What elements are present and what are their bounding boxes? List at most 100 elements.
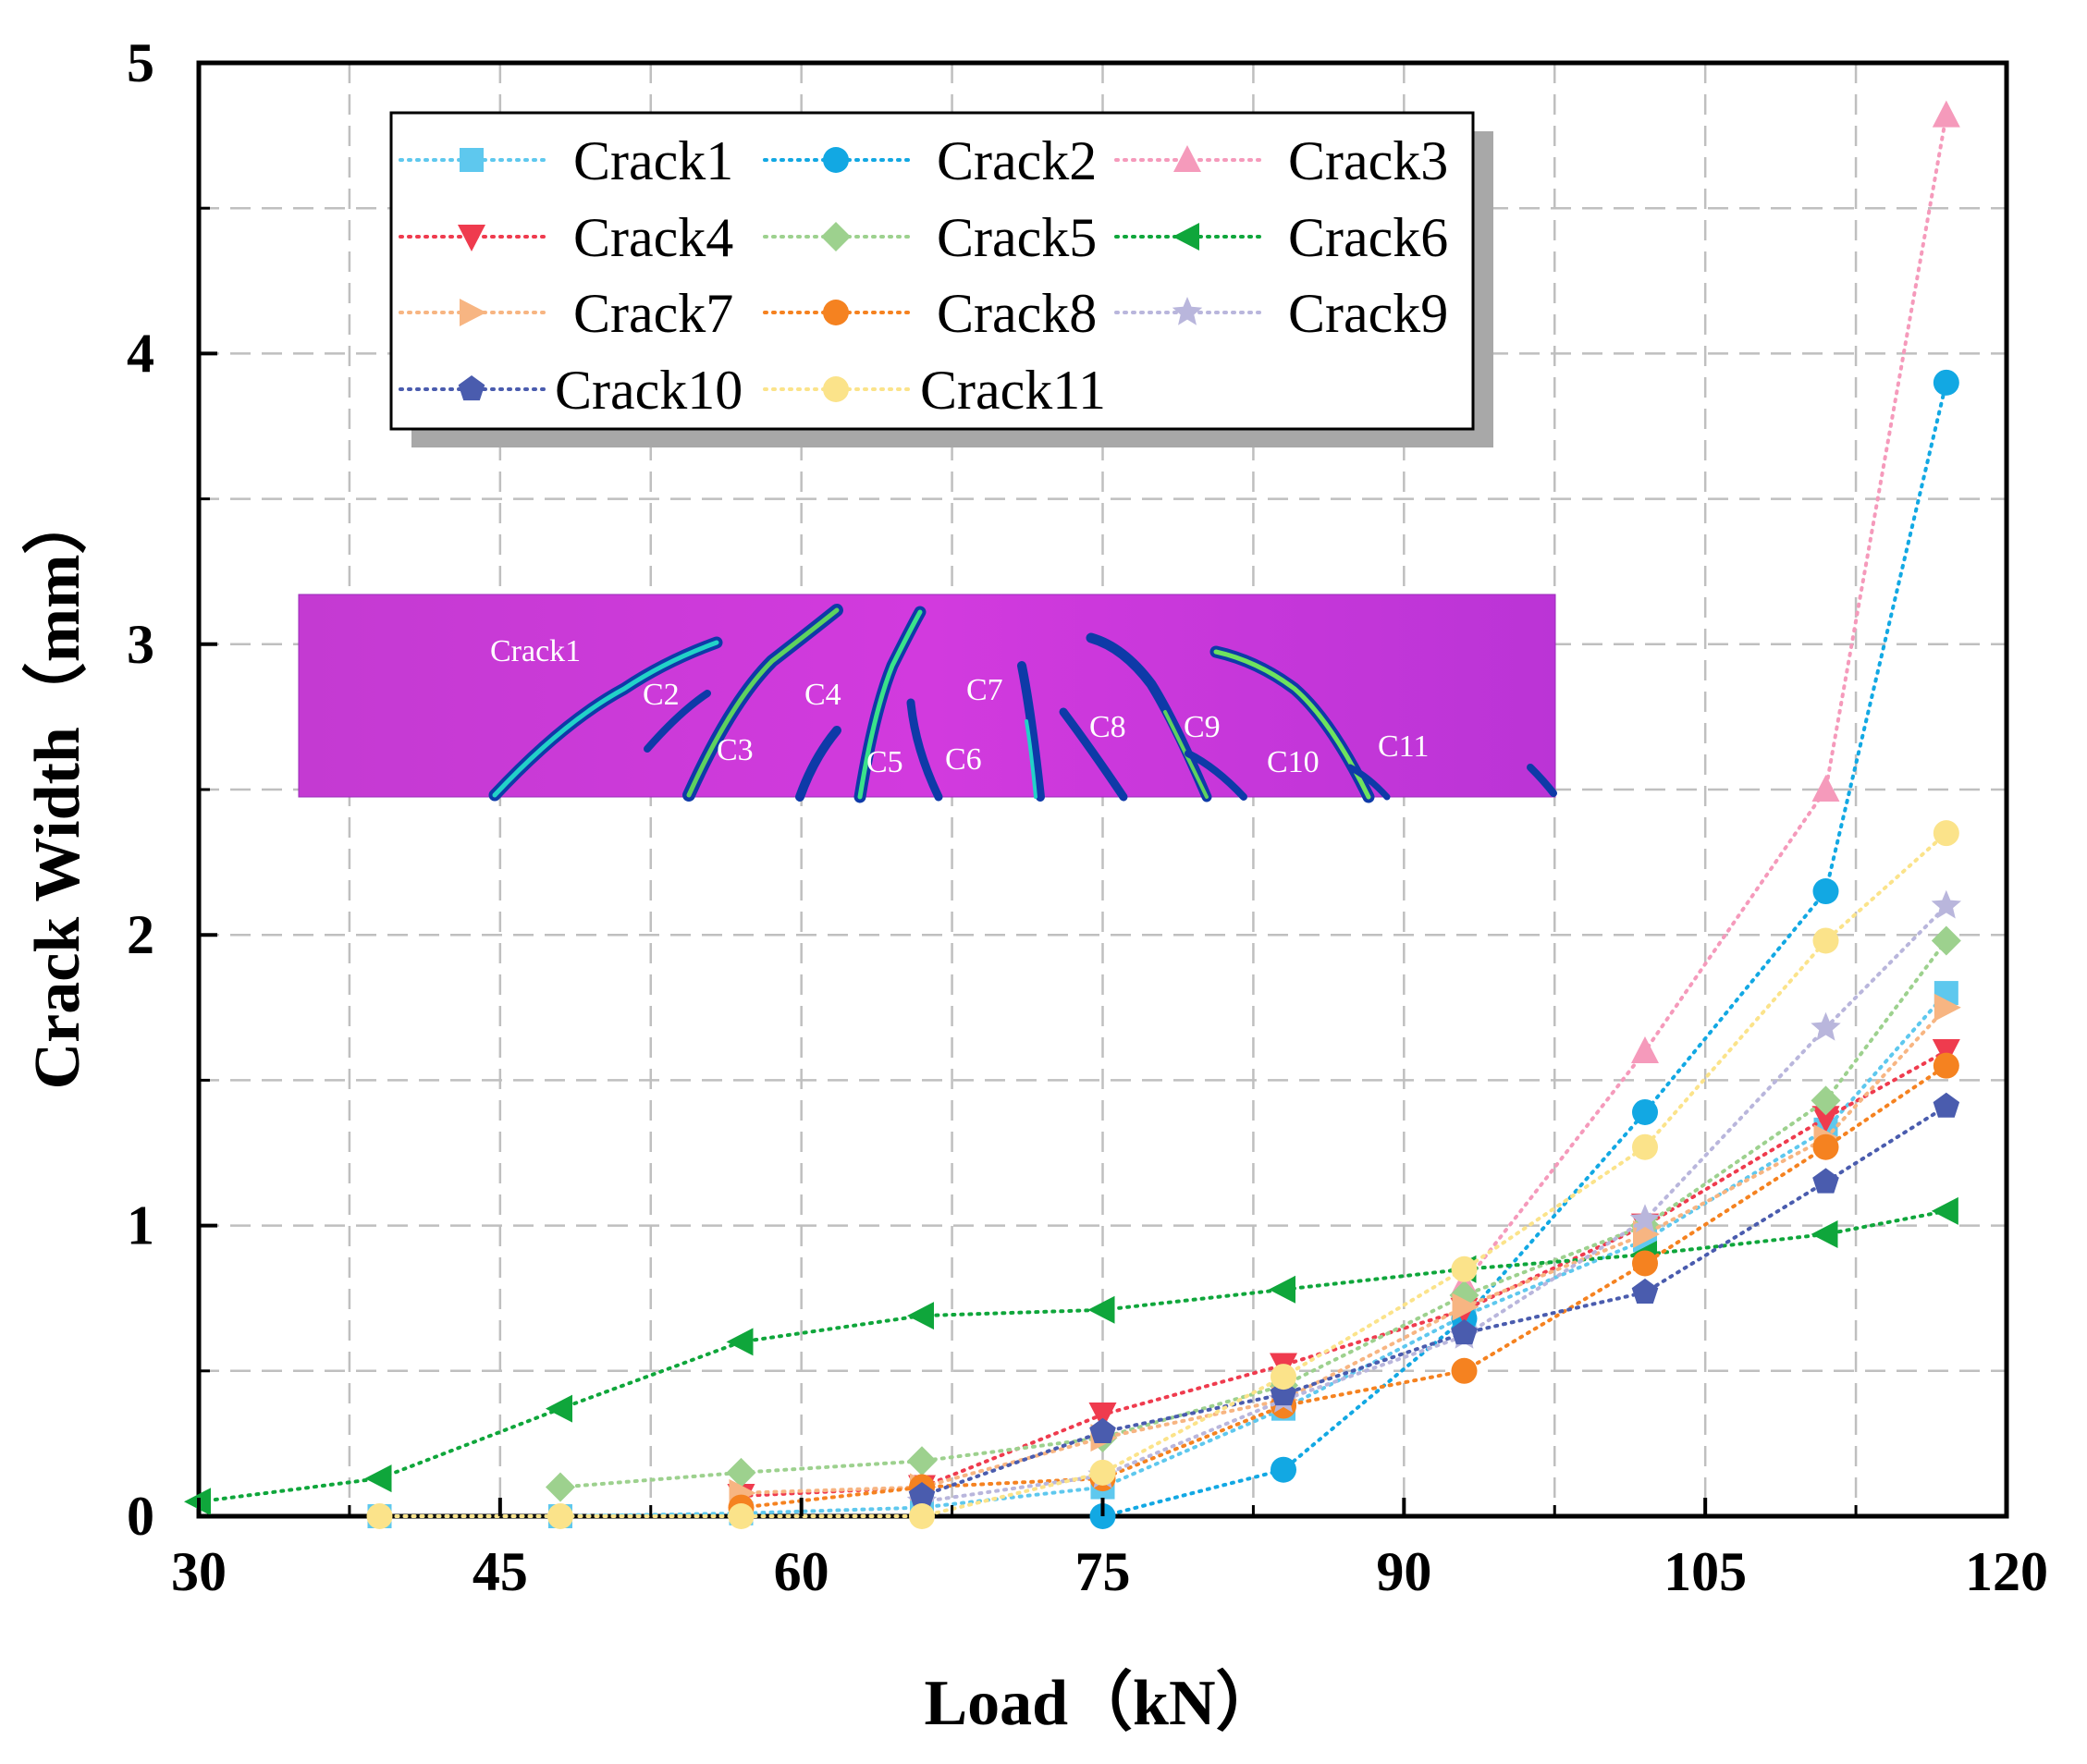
data-point xyxy=(1451,1256,1478,1282)
series-crack8 xyxy=(728,1052,1959,1521)
data-point xyxy=(546,1472,575,1502)
data-point xyxy=(1632,1098,1658,1125)
data-point xyxy=(907,1302,934,1330)
data-point xyxy=(909,1503,935,1529)
data-point xyxy=(1934,993,1961,1022)
x-tick-label: 30 xyxy=(171,1541,227,1602)
data-point xyxy=(1631,1035,1659,1063)
series-crack6 xyxy=(184,1196,1958,1516)
legend-item-crack6: Crack6 xyxy=(1114,207,1448,268)
data-point xyxy=(1631,1278,1659,1304)
legend-label: Crack5 xyxy=(937,207,1097,268)
photo-label-c10: C10 xyxy=(1267,745,1320,779)
legend-marker xyxy=(823,300,849,325)
x-tick-label: 75 xyxy=(1075,1541,1131,1602)
legend-item-crack2: Crack2 xyxy=(763,130,1097,191)
data-point xyxy=(1812,927,1839,954)
y-tick-label: 5 xyxy=(127,32,154,93)
series-crack9 xyxy=(906,889,1961,1514)
data-point xyxy=(1812,878,1839,905)
legend-item-crack1: Crack1 xyxy=(399,130,733,191)
data-point xyxy=(366,1503,393,1529)
y-tick-label: 4 xyxy=(127,323,154,384)
photo-label-c5: C5 xyxy=(866,745,903,779)
data-point xyxy=(1933,820,1959,847)
legend-marker xyxy=(458,375,485,401)
legend-label: Crack2 xyxy=(937,130,1097,191)
series-crack10 xyxy=(908,1092,1960,1508)
series-line xyxy=(739,1049,1948,1498)
data-point xyxy=(1931,1196,1958,1225)
legend-item-crack7: Crack7 xyxy=(399,283,733,344)
series-line xyxy=(377,991,1948,1518)
legend-marker xyxy=(1173,145,1201,172)
photo-label-c11: C11 xyxy=(1378,729,1429,764)
data-point xyxy=(364,1464,392,1493)
series-line xyxy=(739,1063,1948,1510)
legend-label: Crack1 xyxy=(573,130,733,191)
series-layer xyxy=(184,100,1961,1529)
series-crack11 xyxy=(366,820,1959,1529)
data-point xyxy=(908,1482,936,1508)
crack-photo-inset: Crack1 C2 C3 C4 C5 C6 C7 C8 C9 C10 C11 xyxy=(298,594,1557,803)
legend-label: Crack6 xyxy=(1288,207,1448,268)
photo-label-c2: C2 xyxy=(643,678,680,712)
data-point xyxy=(1089,1417,1116,1443)
data-point xyxy=(1811,1220,1838,1249)
data-point xyxy=(1088,1402,1117,1429)
data-point xyxy=(1933,1052,1959,1079)
legend-marker xyxy=(458,225,485,251)
legend-label: Crack10 xyxy=(555,360,743,421)
x-tick-label: 105 xyxy=(1663,1541,1747,1602)
legend-item-crack10: Crack10 xyxy=(399,360,743,421)
legend-marker xyxy=(823,376,849,402)
legend-label: Crack8 xyxy=(937,283,1097,344)
series-line xyxy=(739,1005,1948,1495)
data-point xyxy=(907,1446,937,1476)
legend-label: Crack3 xyxy=(1288,130,1448,191)
legend-marker xyxy=(821,222,851,251)
data-point xyxy=(1271,1456,1296,1483)
legend-marker xyxy=(823,147,849,173)
data-point xyxy=(1812,1168,1839,1194)
legend-item-crack9: Crack9 xyxy=(1114,283,1448,344)
series-line xyxy=(920,1104,1948,1498)
data-point xyxy=(547,1503,573,1529)
data-point xyxy=(1811,1106,1840,1133)
x-tick-label: 90 xyxy=(1376,1541,1431,1602)
data-point xyxy=(726,1457,756,1488)
data-point xyxy=(1632,1133,1658,1160)
x-tick-label: 60 xyxy=(774,1541,829,1602)
data-point xyxy=(1087,1295,1115,1324)
series-line xyxy=(197,1208,1948,1504)
data-point xyxy=(1271,1364,1296,1390)
y-tick-label: 2 xyxy=(127,904,154,965)
data-point xyxy=(1811,1085,1841,1116)
legend-label: Crack11 xyxy=(920,360,1106,421)
data-point xyxy=(1932,100,1960,128)
legend-marker xyxy=(460,299,486,326)
legend-marker xyxy=(1172,223,1199,251)
legend-marker xyxy=(460,148,484,172)
data-point xyxy=(1811,1011,1841,1041)
data-point xyxy=(1933,1092,1960,1118)
legend-label: Crack7 xyxy=(573,283,733,344)
data-point xyxy=(1931,889,1961,919)
legend-item-crack3: Crack3 xyxy=(1114,130,1448,191)
legend-item-crack8: Crack8 xyxy=(763,283,1097,344)
data-point xyxy=(1812,1133,1839,1160)
legend-item-crack11: Crack11 xyxy=(763,360,1106,421)
y-tick-label: 1 xyxy=(127,1195,154,1256)
photo-label-c8: C8 xyxy=(1089,710,1126,744)
series-line xyxy=(1100,380,1948,1518)
data-point xyxy=(1451,1357,1478,1384)
data-point xyxy=(1932,1038,1960,1066)
photo-label-c7: C7 xyxy=(966,673,1003,707)
photo-label-crack1: Crack1 xyxy=(490,634,581,668)
legend-item-crack5: Crack5 xyxy=(763,207,1097,268)
data-point xyxy=(726,1328,754,1356)
legend-label: Crack9 xyxy=(1288,283,1448,344)
y-tick-label: 0 xyxy=(127,1486,154,1547)
y-tick-label: 3 xyxy=(127,614,154,675)
